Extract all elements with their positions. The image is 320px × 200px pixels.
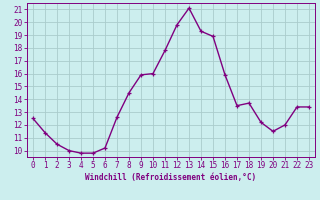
X-axis label: Windchill (Refroidissement éolien,°C): Windchill (Refroidissement éolien,°C) (85, 173, 257, 182)
